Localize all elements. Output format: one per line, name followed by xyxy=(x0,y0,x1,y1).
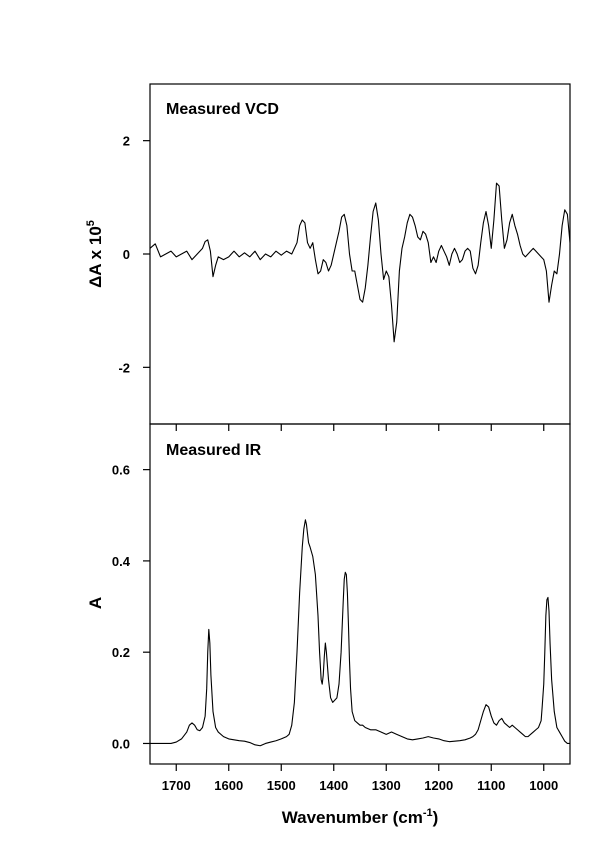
vcd-series-line xyxy=(149,182,571,343)
ir-panel-frame xyxy=(149,423,571,765)
ir-x-tick-label: 1400 xyxy=(319,778,348,793)
vcd-panel-title: Measured VCD xyxy=(166,101,279,118)
vcd-y-tick-label: -2 xyxy=(118,360,130,375)
ir-y-tick-label: 0.2 xyxy=(112,645,130,660)
ir-series-line xyxy=(150,519,570,747)
ir-x-tick-label: 1100 xyxy=(477,778,505,793)
ir-x-tick-label: 1200 xyxy=(424,778,453,793)
x-axis-title: Wavenumber (cm-1) xyxy=(282,807,439,827)
ir-x-tick-label: 1300 xyxy=(372,778,401,793)
ir-y-axis-title: A xyxy=(86,597,105,609)
ir-x-tick-label: 1700 xyxy=(162,778,191,793)
ir-panel-title: Measured IR xyxy=(166,442,262,459)
ir-x-tick-label: 1000 xyxy=(529,778,558,793)
ir-y-tick-label: 0.0 xyxy=(112,736,130,751)
ir-x-tick-label: 1500 xyxy=(267,778,296,793)
ir-plot-layer: 0.0 0.2 0.4 0.6 1700 1600 1500 1400 1300 1200 1100… xyxy=(112,463,570,793)
vcd-panel-frame xyxy=(149,83,571,425)
vcd-y-axis-title: ΔA x 105 xyxy=(85,220,105,288)
vcd-y-tick-label: 2 xyxy=(123,134,130,149)
ir-y-tick-label: 0.4 xyxy=(112,554,131,569)
ir-y-tick-label: 0.6 xyxy=(112,463,130,478)
vcd-y-tick-label: 0 xyxy=(123,247,130,262)
ir-x-tick-label: 1600 xyxy=(214,778,243,793)
vcd-plot-layer: 2 0 -2 xyxy=(118,134,571,431)
